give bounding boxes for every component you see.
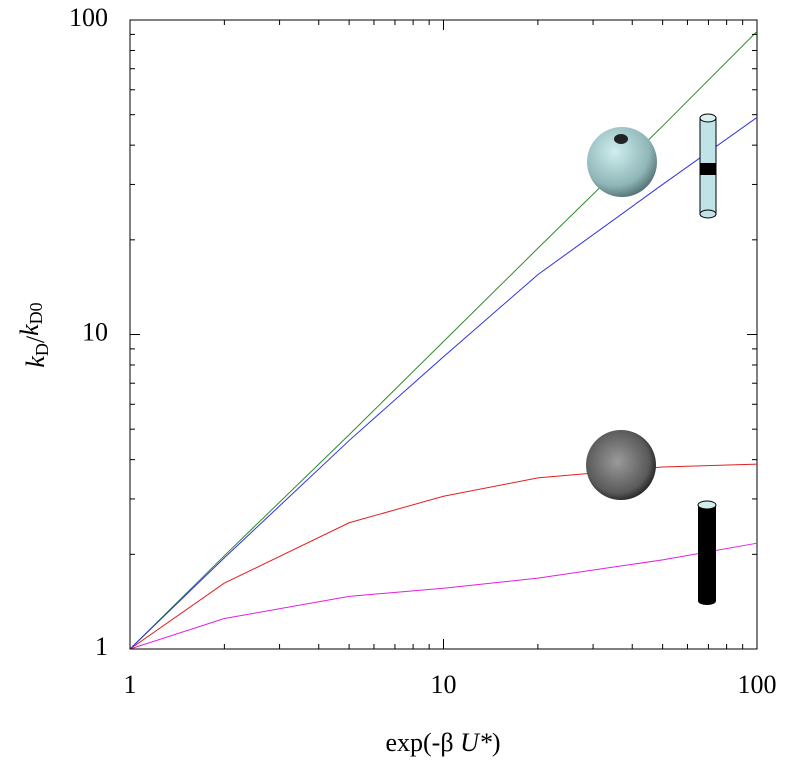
y-label-part: k [15, 324, 44, 336]
cylinder-top [697, 500, 717, 510]
plot-frame [129, 19, 758, 650]
x-axis-label: exp(-β U*) [385, 728, 500, 757]
y-axis-label: kD/kD0 [15, 302, 52, 367]
sphere-icon [586, 430, 656, 500]
cylinder-icon [698, 505, 716, 601]
data-line [129, 463, 758, 650]
sphere-icon [587, 127, 657, 197]
data-line [129, 117, 758, 650]
data-line [129, 31, 758, 650]
y-label-part: k [21, 356, 50, 368]
cylinder-bottom [698, 597, 716, 605]
x-label-part: exp(-β [385, 728, 460, 757]
y-label-part: / [21, 335, 50, 343]
sphere-patch [614, 134, 628, 144]
y-tick-label: 1 [95, 632, 108, 661]
y-label-part: D0 [26, 302, 46, 324]
x-tick-label: 1 [124, 670, 137, 699]
x-label-part: ) [492, 728, 501, 757]
cylinder-band [700, 163, 716, 175]
icons [586, 113, 717, 605]
data-line [129, 542, 758, 650]
cylinder-bottom [699, 209, 717, 219]
cylinder-top [699, 113, 717, 123]
x-label-part: U* [460, 728, 492, 757]
x-tick-label: 100 [738, 670, 777, 699]
x-tick-label: 10 [431, 670, 457, 699]
y-label-part: D [32, 343, 52, 356]
y-tick-label: 10 [82, 317, 108, 346]
y-tick-label: 100 [69, 3, 108, 32]
